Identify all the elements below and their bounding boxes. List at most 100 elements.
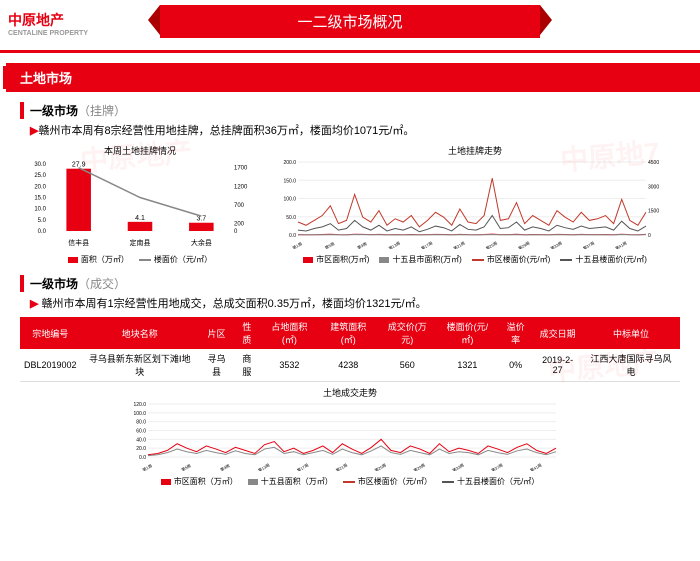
svg-text:100.0: 100.0 [133, 411, 146, 417]
deal-description: ▶ 赣州市本周有1宗经营性用地成交，总成交面积0.35万㎡，楼面均价1321元/… [30, 295, 680, 311]
section-heading: 土地市场 [0, 63, 700, 92]
arrow-icon: ▶ [30, 298, 38, 310]
table-cell: 4238 [319, 349, 378, 382]
table-header: 占地面积(㎡) [260, 317, 319, 349]
svg-text:信丰县: 信丰县 [68, 238, 89, 247]
table-cell: 寻乌县新东新区划下滩Ⅰ地块 [81, 349, 199, 382]
svg-text:20.0: 20.0 [136, 446, 146, 452]
legend-marker [68, 257, 78, 263]
listing-desc-text: 赣州市本周有8宗经营性用地挂牌，总挂牌面积36万㎡，楼面均价1071元/㎡。 [38, 125, 414, 137]
svg-text:定南县: 定南县 [130, 238, 151, 247]
chart-trend: 土地挂牌走势 0.050.0100.0150.0200.0第1周第5周第9周第1… [270, 144, 680, 265]
svg-text:第33周: 第33周 [549, 240, 563, 249]
brand-logo: 中原地产 CENTALINE PROPERTY [8, 10, 88, 37]
svg-text:第33周: 第33周 [451, 462, 465, 471]
legend-marker [303, 257, 313, 263]
svg-text:第21周: 第21周 [452, 240, 466, 249]
legend-label: 市区楼面价（元/㎡） [358, 476, 432, 487]
svg-text:第5周: 第5周 [180, 462, 192, 471]
table-cell: 3532 [260, 349, 319, 382]
svg-text:4500: 4500 [648, 160, 659, 166]
legend-item: 市区楼面价(元/㎡) [472, 254, 551, 265]
svg-text:第41周: 第41周 [614, 240, 628, 249]
legend-item: 十五县市面积(万㎡) [379, 254, 461, 265]
svg-text:1700: 1700 [234, 166, 248, 172]
table-cell: 商服 [234, 349, 260, 382]
legend-item: 市区面积(万㎡) [303, 254, 369, 265]
table-header: 建筑面积(㎡) [319, 317, 378, 349]
svg-text:第9周: 第9周 [356, 240, 368, 249]
svg-text:15.0: 15.0 [34, 196, 46, 202]
svg-text:4.1: 4.1 [135, 215, 145, 222]
table-header: 中标单位 [582, 317, 680, 349]
charts-row: 本周土地挂牌情况 0.05.010.015.020.025.030.002007… [20, 144, 680, 265]
legend-item: 十五县楼面价（元/㎡） [442, 476, 539, 487]
divider [0, 50, 700, 53]
table-header: 成交日期 [533, 317, 582, 349]
legend-marker [161, 479, 171, 485]
legend-label: 市区面积(万㎡) [316, 254, 369, 265]
svg-text:3000: 3000 [648, 184, 659, 190]
legend-item: 市区楼面价（元/㎡） [343, 476, 432, 487]
svg-text:第29周: 第29周 [412, 462, 426, 471]
svg-text:120.0: 120.0 [133, 402, 146, 408]
legend-marker [343, 481, 355, 483]
legend-label: 市区楼面价(元/㎡) [487, 254, 551, 265]
legend-marker [379, 257, 389, 263]
svg-text:40.0: 40.0 [136, 437, 146, 443]
sub-title-text: 一级市场 [30, 277, 78, 291]
chart-legend: 面积（万㎡） 楼面价（元/㎡） [20, 254, 260, 265]
svg-text:第1周: 第1周 [291, 240, 303, 249]
table-cell: 0% [498, 349, 533, 382]
chart-title: 土地挂牌走势 [270, 144, 680, 157]
svg-text:第17周: 第17周 [296, 462, 310, 471]
svg-text:0: 0 [234, 229, 238, 235]
legend-label: 市区面积（万㎡） [174, 476, 238, 487]
table-cell: DBL2019002 [20, 349, 81, 382]
legend-label: 十五县市面积(万㎡) [392, 254, 461, 265]
sub-title-text: 一级市场 [30, 104, 78, 118]
table-cell: 1321 [437, 349, 498, 382]
svg-text:700: 700 [234, 203, 245, 209]
svg-text:200.0: 200.0 [283, 160, 296, 166]
svg-text:30.0: 30.0 [34, 162, 46, 168]
page-title-banner: 一二级市场概况 [160, 5, 540, 38]
table-cell: 江西大唐国际寻乌风电 [582, 349, 680, 382]
svg-text:大余县: 大余县 [191, 238, 212, 247]
chart-legend: 市区面积（万㎡） 十五县面积（万㎡） 市区楼面价（元/㎡） 十五县楼面价（元/㎡） [120, 476, 580, 487]
svg-text:60.0: 60.0 [136, 429, 146, 435]
legend-label: 面积（万㎡） [81, 254, 129, 265]
sub-heading-listing: 一级市场（挂牌） [20, 102, 680, 119]
legend-label: 十五县楼面价(元/㎡) [575, 254, 647, 265]
table-header: 地块名称 [81, 317, 199, 349]
svg-text:1500: 1500 [648, 209, 659, 215]
deal-table: 宗地编号地块名称片区性质占地面积(㎡)建筑面积(㎡)成交价(万元)楼面价(元/㎡… [20, 317, 680, 382]
svg-text:第25周: 第25周 [484, 240, 498, 249]
svg-text:100.0: 100.0 [283, 197, 296, 203]
svg-text:第29周: 第29周 [517, 240, 531, 249]
page-title: 一二级市场概况 [297, 14, 402, 31]
svg-text:第37周: 第37周 [490, 462, 504, 471]
table-header: 宗地编号 [20, 317, 81, 349]
legend-marker [139, 259, 151, 261]
svg-text:第21周: 第21周 [334, 462, 348, 471]
legend-marker [248, 479, 258, 485]
legend-item: 面积（万㎡） [68, 254, 129, 265]
legend-marker [442, 481, 454, 483]
svg-text:第37周: 第37周 [581, 240, 595, 249]
legend-label: 十五县面积（万㎡） [261, 476, 333, 487]
svg-text:0.0: 0.0 [139, 455, 146, 461]
svg-text:第1周: 第1周 [141, 462, 153, 471]
chart-weekly-listing: 本周土地挂牌情况 0.05.010.015.020.025.030.002007… [20, 144, 260, 265]
svg-text:0.0: 0.0 [38, 229, 47, 235]
legend-label: 楼面价（元/㎡） [154, 254, 212, 265]
deal-desc-text: 赣州市本周有1宗经营性用地成交，总成交面积0.35万㎡，楼面均价1321元/㎡。 [42, 298, 427, 310]
logo-subtitle: CENTALINE PROPERTY [8, 30, 88, 37]
svg-text:第9周: 第9周 [219, 462, 231, 471]
svg-text:3.7: 3.7 [196, 216, 206, 223]
chart-svg: 0.020.040.060.080.0100.0120.0第1周第5周第9周第1… [120, 401, 580, 471]
legend-item: 十五县楼面价(元/㎡) [560, 254, 647, 265]
svg-text:1200: 1200 [234, 184, 248, 190]
svg-text:20.0: 20.0 [34, 184, 46, 190]
table-cell: 寻乌县 [199, 349, 234, 382]
